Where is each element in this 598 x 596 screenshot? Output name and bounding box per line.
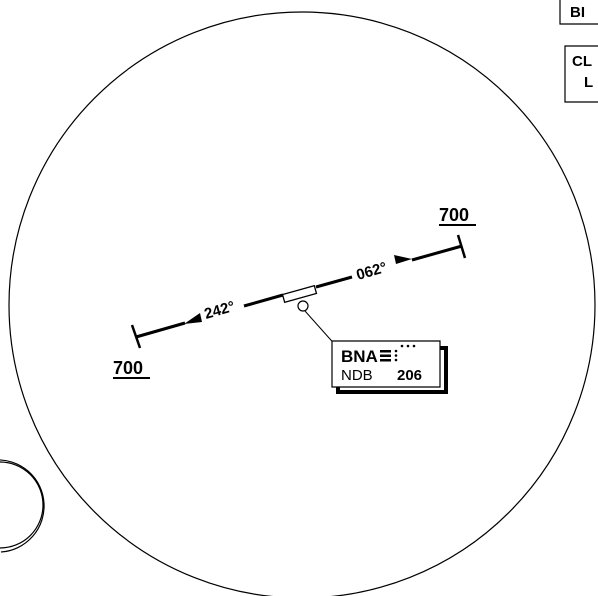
legend-box-1-text: BI (570, 4, 585, 21)
legend-box-2: CL L (564, 45, 598, 103)
navaid-ident: BNA (341, 347, 378, 366)
arrowhead-sw (184, 313, 202, 324)
altitude-label-sw: 700 (113, 358, 150, 379)
navaid-frequency: 206 (397, 367, 422, 384)
altitude-label-sw-text: 700 (113, 358, 143, 378)
partial-ring-left-arc (0, 461, 44, 549)
altitude-label-ne: 700 (439, 205, 476, 226)
route-end-tick-ne (456, 234, 467, 259)
partial-ring-left (0, 459, 45, 553)
legend-box-2-line2: L (584, 74, 593, 91)
morse-code-icon (380, 344, 416, 362)
navaid-type: NDB (341, 367, 373, 384)
legend-box-1: BI (559, 0, 598, 25)
altitude-label-ne-text: 700 (439, 205, 469, 225)
navaid-box-face (331, 340, 441, 388)
navaid-info-box: BNA NDB 206 (331, 340, 448, 394)
range-ring (8, 11, 596, 596)
arrowhead-ne (394, 255, 412, 264)
holding-course-line (130, 234, 467, 349)
route-end-tick-sw (130, 324, 142, 349)
ndb-center-circle (297, 300, 309, 312)
legend-box-2-line1: CL (572, 53, 592, 70)
fix-symbol (281, 284, 318, 312)
